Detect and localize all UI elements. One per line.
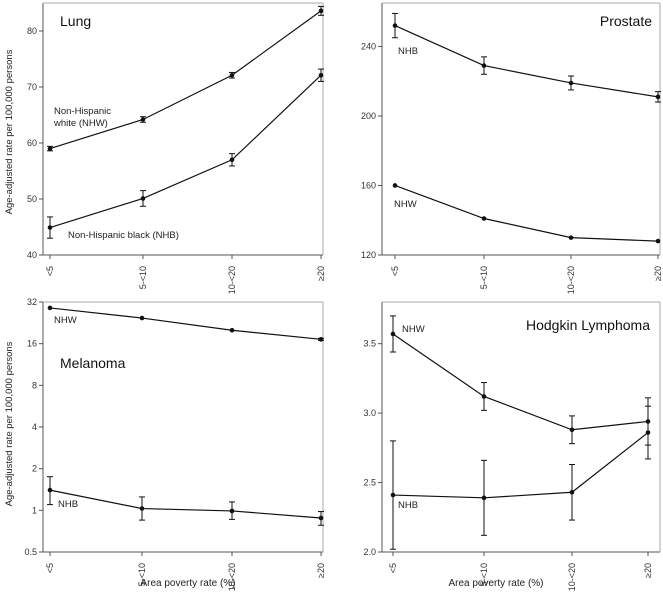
y-tick-label: 0.5: [24, 547, 37, 557]
series-label: Non-Hispanic black (NHB): [68, 230, 179, 241]
data-point: [229, 508, 235, 514]
series-label: Non-Hispanic: [54, 106, 111, 117]
series-label: NHB: [398, 46, 418, 57]
data-point: [229, 157, 235, 163]
data-point: [655, 94, 661, 100]
y-tick-label: 4: [32, 422, 37, 432]
y-tick-label: 16: [27, 339, 37, 349]
panel-title: Melanoma: [60, 355, 126, 371]
y-tick-label: 2: [32, 464, 37, 474]
series-label: NHW: [54, 315, 77, 326]
x-tick-label: <5: [45, 266, 55, 276]
x-tick-label: ≥20: [643, 563, 653, 578]
series-line: [49, 307, 322, 340]
x-tick-label: ≥20: [653, 266, 663, 281]
data-point: [47, 225, 53, 230]
x-tick-label: 5-<10: [138, 266, 148, 289]
data-point: [47, 146, 53, 151]
data-point: [47, 487, 53, 493]
series-line: [392, 432, 649, 499]
data-point: [229, 72, 235, 78]
y-tick-label: 2.5: [363, 478, 376, 488]
data-point: [481, 216, 487, 221]
data-point: [139, 315, 145, 321]
data-point: [568, 80, 574, 86]
data-point: [229, 327, 235, 333]
x-tick-label: <5: [390, 266, 400, 276]
data-point: [140, 196, 146, 201]
series-label: NHB: [398, 500, 418, 511]
panel-title: Prostate: [600, 13, 652, 29]
x-axis-label-left: Area poverty rate (%): [140, 578, 235, 589]
series-label: NHW: [394, 199, 417, 210]
data-point: [140, 117, 146, 122]
x-tick-label: 10-<20: [566, 266, 576, 294]
series-line: [394, 184, 659, 242]
y-tick-label: 3.5: [363, 339, 376, 349]
data-point: [392, 23, 398, 28]
x-tick-label: <5: [388, 563, 398, 573]
y-axis-label-bottom: Age-adjusted rate per 100,000 persons: [4, 341, 15, 506]
data-point: [390, 331, 396, 337]
data-point: [481, 495, 487, 501]
series-line: [49, 10, 322, 150]
series-line: [392, 333, 649, 431]
y-tick-label: 40: [27, 250, 37, 260]
data-point: [481, 394, 487, 399]
y-tick-label: 200: [361, 111, 376, 121]
series-label: NHW: [402, 324, 425, 335]
data-point: [655, 238, 661, 244]
y-tick-label: 120: [361, 250, 376, 260]
data-point: [139, 506, 145, 511]
y-tick-label: 240: [361, 41, 376, 51]
panel-title: Lung: [60, 13, 91, 29]
y-tick-label: 80: [27, 26, 37, 36]
series-line: [394, 25, 659, 98]
series-line: [49, 489, 322, 519]
x-tick-label: ≥20: [316, 563, 326, 578]
data-point: [481, 63, 487, 68]
data-point: [390, 492, 396, 498]
data-point: [318, 337, 324, 342]
y-tick-label: 60: [27, 138, 37, 148]
x-tick-label: 5-<10: [479, 563, 489, 586]
y-tick-label: 50: [27, 194, 37, 204]
y-tick-label: 8: [32, 380, 37, 390]
x-tick-label: <5: [45, 563, 55, 573]
y-axis-label-top: Age-adjusted rate per 100,000 persons: [4, 49, 15, 214]
y-tick-label: 2.0: [363, 547, 376, 557]
x-tick-label: 5-<10: [137, 563, 147, 586]
data-point: [318, 72, 324, 78]
data-point: [392, 183, 398, 188]
x-tick-label: ≥20: [316, 266, 326, 281]
series-label: white (NHW): [53, 118, 108, 129]
y-tick-label: 1: [32, 505, 37, 515]
data-point: [318, 515, 324, 521]
x-tick-label: 5-<10: [479, 266, 489, 289]
y-tick-label: 3.0: [363, 408, 376, 418]
x-tick-label: 10-<20: [227, 563, 237, 591]
y-tick-label: 160: [361, 180, 376, 190]
series-label: NHB: [58, 499, 78, 510]
data-point: [645, 430, 651, 435]
data-point: [47, 305, 53, 311]
data-point: [569, 427, 575, 433]
series-line: [49, 74, 322, 229]
y-tick-label: 32: [27, 297, 37, 307]
x-axis-label-right: Area poverty rate (%): [448, 578, 543, 589]
x-tick-label: 10-<20: [227, 266, 237, 294]
panel-title: Hodgkin Lymphoma: [526, 317, 650, 333]
x-tick-label: 10-<20: [567, 563, 577, 591]
data-point: [568, 235, 574, 240]
y-tick-label: 70: [27, 82, 37, 92]
data-point: [569, 489, 575, 495]
data-point: [318, 8, 324, 14]
